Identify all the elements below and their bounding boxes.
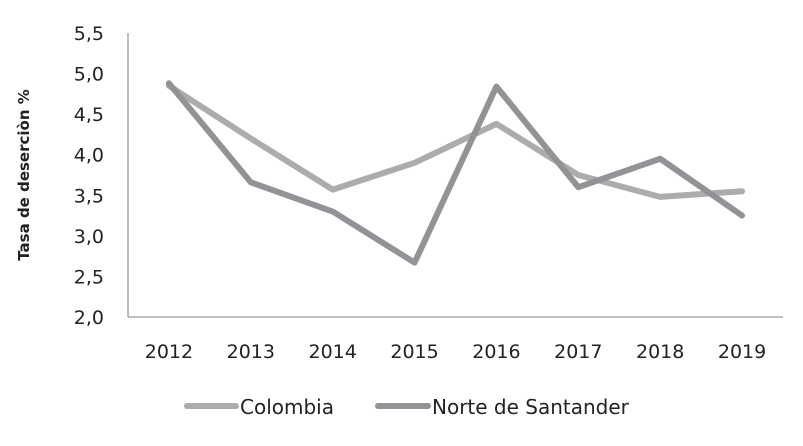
legend: Colombia Norte de Santander xyxy=(184,395,630,419)
y-tick-label: 2,5 xyxy=(74,266,104,288)
y-axis-title: Tasa de deserciòn % xyxy=(15,89,33,261)
y-tick-label: 5,0 xyxy=(74,64,104,86)
y-tick-label: 3,5 xyxy=(74,185,104,207)
x-tick-label: 2017 xyxy=(554,341,602,363)
y-axis-tick-labels: 2,0 2,5 3,0 3,5 4,0 4,5 5,0 5,5 xyxy=(74,23,104,329)
series-lines xyxy=(165,80,746,266)
y-tick-label: 4,0 xyxy=(74,145,104,167)
legend-label-colombia: Colombia xyxy=(240,395,334,419)
series-line-norte-de-santander xyxy=(165,80,746,266)
x-tick-label: 2016 xyxy=(472,341,520,363)
legend-item-norte-de-santander: Norte de Santander xyxy=(375,395,630,419)
x-tick-label: 2018 xyxy=(636,341,684,363)
x-tick-label: 2012 xyxy=(145,341,193,363)
x-tick-label: 2015 xyxy=(390,341,438,363)
legend-label-norte-de-santander: Norte de Santander xyxy=(432,395,630,419)
y-axis-title-text: Tasa de deserciòn % xyxy=(15,89,33,261)
series-line-colombia xyxy=(165,82,746,200)
x-tick-label: 2013 xyxy=(227,341,275,363)
y-tick-label: 5,5 xyxy=(74,23,104,45)
legend-item-colombia: Colombia xyxy=(184,395,334,419)
y-tick-label: 2,0 xyxy=(74,307,104,329)
x-tick-label: 2014 xyxy=(309,341,357,363)
x-axis-tick-labels: 2012 2013 2014 2015 2016 2017 2018 2019 xyxy=(145,341,766,363)
x-tick-label: 2019 xyxy=(718,341,766,363)
y-tick-label: 4,5 xyxy=(74,104,104,126)
y-tick-label: 3,0 xyxy=(74,226,104,248)
axes xyxy=(127,33,783,318)
